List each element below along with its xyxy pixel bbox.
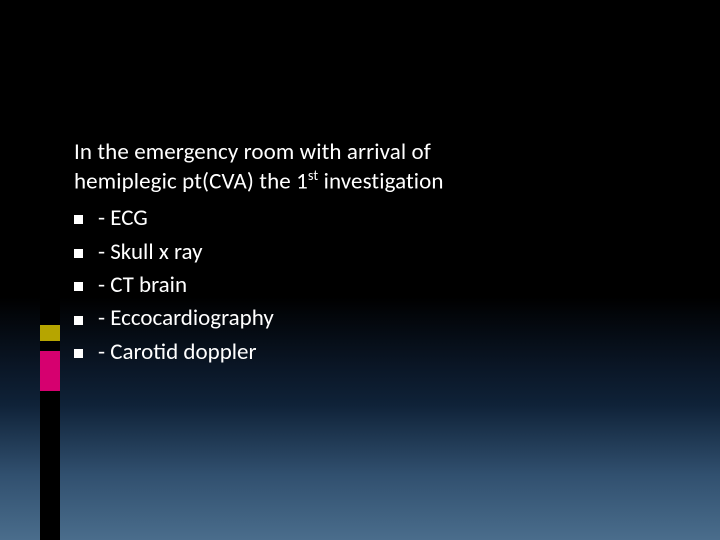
stripe-gold	[40, 325, 60, 341]
stripe-bottom-black	[40, 391, 60, 540]
list-item-label: - Eccocardiography	[98, 304, 274, 332]
list-item: - Skull x ray	[74, 236, 660, 269]
list-item: - Carotid doppler	[74, 336, 660, 369]
list-item: - Eccocardiography	[74, 302, 660, 335]
stripe-magenta	[40, 351, 60, 391]
intro-line2-pre: hemiplegic pt(CVA) the 1	[74, 167, 308, 195]
bullet-icon	[74, 349, 83, 358]
bullet-icon	[74, 282, 83, 291]
list-item-label: - Carotid doppler	[98, 338, 257, 366]
bullet-icon	[74, 215, 83, 224]
intro-line2-sup: st	[308, 166, 318, 184]
list-item: - CT brain	[74, 269, 660, 302]
intro-line2-post: investigation	[318, 167, 443, 195]
stripe-top-black	[40, 0, 60, 325]
accent-stripes	[20, 0, 40, 540]
stripe-mid-black	[40, 341, 60, 351]
bullet-list: - ECG - Skull x ray - CT brain - Eccocar…	[74, 202, 660, 369]
list-item-label: - CT brain	[98, 271, 187, 299]
content-block: In the emergency room with arrival of he…	[74, 138, 660, 369]
intro-text: In the emergency room with arrival of he…	[74, 138, 660, 196]
list-item-label: - ECG	[98, 204, 148, 232]
bullet-icon	[74, 316, 83, 325]
bullet-icon	[74, 249, 83, 258]
list-item: - ECG	[74, 202, 660, 235]
list-item-label: - Skull x ray	[98, 238, 203, 266]
intro-line1: In the emergency room with arrival of	[74, 138, 431, 166]
slide: In the emergency room with arrival of he…	[0, 0, 720, 540]
